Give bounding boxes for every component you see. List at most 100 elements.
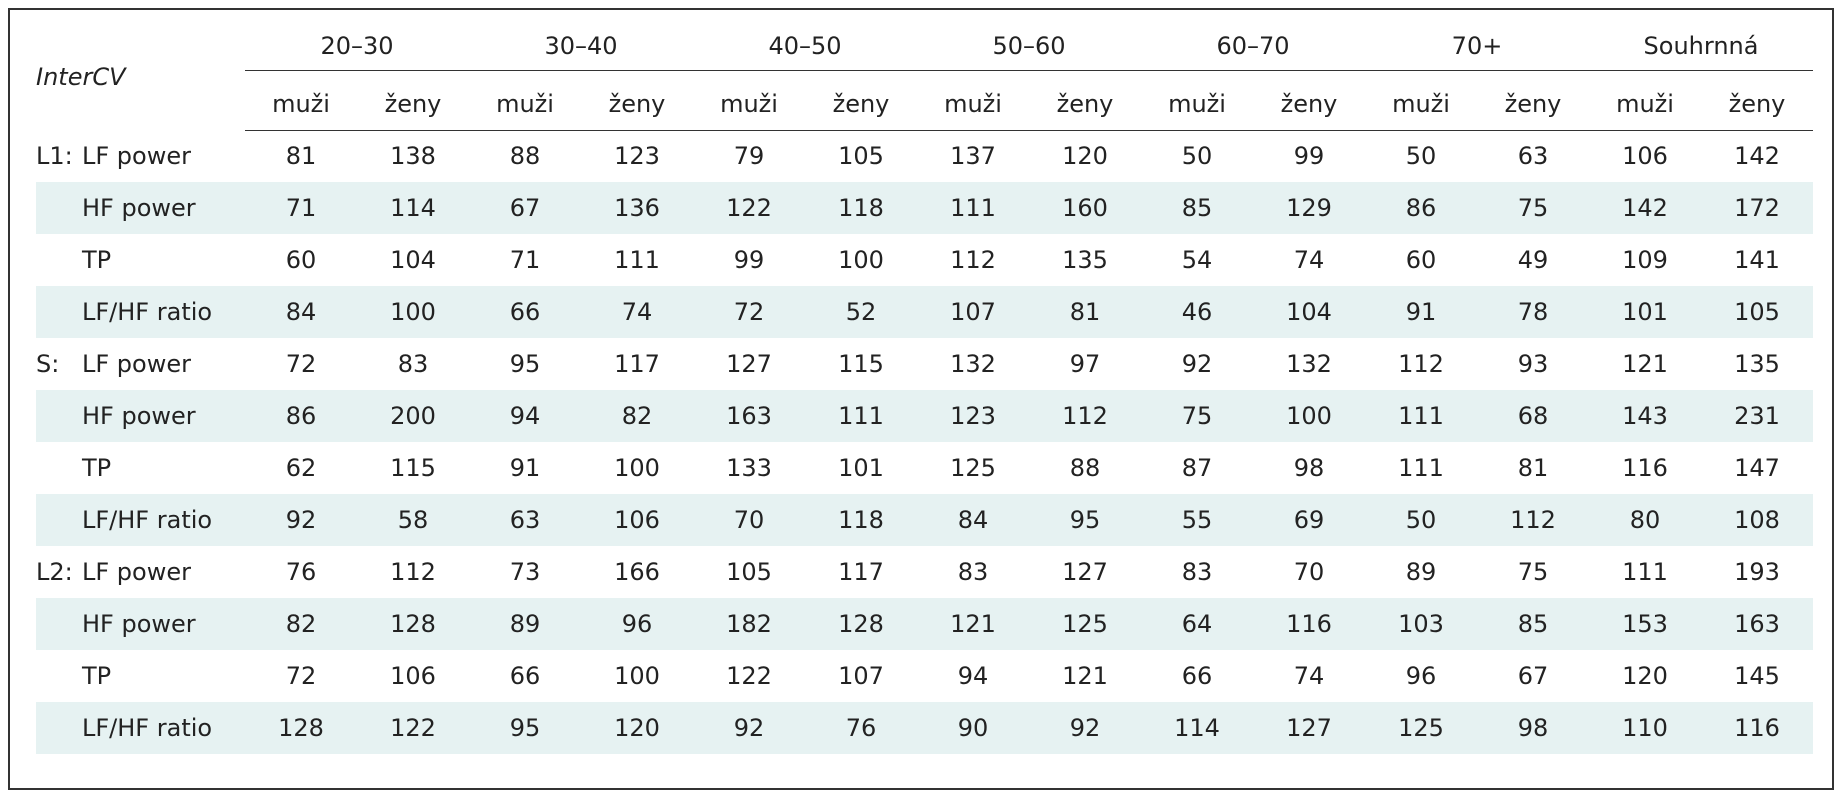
group-header: 70+ (1365, 24, 1589, 78)
group-label: 60–70 (1141, 32, 1365, 71)
cell: 94 (469, 390, 581, 442)
cell: 121 (1062, 662, 1108, 690)
metric-name: LF/HF ratio (82, 298, 213, 326)
cell: 123 (614, 142, 660, 171)
subheader: ženy (1029, 78, 1141, 131)
cell: 100 (614, 454, 660, 482)
subheader: muži (469, 78, 581, 131)
section-label: L2: (36, 558, 73, 586)
cell: 117 (614, 350, 660, 378)
table-row: HF power 82 128 89 96 182 128 121 125 64 116 103 85 1… (22, 598, 1813, 650)
cell: 104 (390, 246, 436, 274)
cell: 200 (357, 390, 469, 442)
subheader: muži (1141, 78, 1253, 131)
cell: 127 (1253, 702, 1365, 754)
cell: 135 (1734, 350, 1780, 378)
cell: 147 (1734, 454, 1780, 482)
cell: 128 (245, 702, 357, 754)
subheader-row: muži ženy muži ženy muži ženy muži ženy muži ženy… (22, 78, 1813, 131)
cell: 52 (805, 286, 917, 338)
cell: 90 (917, 702, 1029, 754)
cell: 120 (1622, 662, 1668, 690)
group-label: Souhrnná (1589, 32, 1813, 71)
cell: 88 (1069, 454, 1101, 482)
cell: 88 (509, 142, 541, 171)
cell: 62 (285, 454, 317, 482)
row-label: LF/HF ratio (22, 286, 245, 338)
metric-name: LF/HF ratio (82, 506, 213, 534)
cell: 145 (1734, 662, 1780, 690)
metric-name: LF power (82, 350, 191, 378)
cell: 100 (357, 286, 469, 338)
cell: 46 (1141, 286, 1253, 338)
subheader: ženy (1253, 78, 1365, 131)
cell: 121 (917, 598, 1029, 650)
cell: 74 (1293, 662, 1325, 690)
cell: 105 (1701, 286, 1813, 338)
cell: 99 (733, 246, 765, 274)
cell: 112 (390, 558, 436, 586)
cell: 128 (805, 598, 917, 650)
subheader: ženy (805, 78, 917, 131)
cell: 125 (1029, 598, 1141, 650)
row-label: HF power (22, 390, 245, 442)
cell: 172 (1701, 182, 1813, 234)
cell: 55 (1141, 494, 1253, 546)
cell: 120 (1062, 142, 1108, 171)
cell: 76 (805, 702, 917, 754)
cell: 132 (1286, 350, 1332, 378)
cell: 72 (693, 286, 805, 338)
metric-name: HF power (82, 194, 196, 222)
cell: 83 (397, 350, 429, 378)
cell: 163 (1701, 598, 1813, 650)
cell: 125 (950, 454, 996, 482)
cell: 67 (469, 182, 581, 234)
subheader: muži (245, 78, 357, 131)
cell: 83 (1181, 558, 1213, 586)
cell: 81 (1517, 454, 1549, 482)
data-table: InterCV 20–30 30–40 40–50 50–60 60–70 70+ Souh… (22, 24, 1813, 754)
row-label: S: LF power (22, 338, 245, 390)
metric-name: LF power (82, 142, 191, 170)
cell: 85 (1477, 598, 1589, 650)
subheader: ženy (581, 78, 693, 131)
cell: 50 (1365, 494, 1477, 546)
cell: 75 (1141, 390, 1253, 442)
cell: 123 (917, 390, 1029, 442)
cell: 120 (581, 702, 693, 754)
group-label: 20–30 (245, 32, 469, 71)
cell: 84 (917, 494, 1029, 546)
cell: 111 (1398, 454, 1444, 482)
row-label: LF/HF ratio (22, 702, 245, 754)
cell: 101 (1589, 286, 1701, 338)
cell: 111 (917, 182, 1029, 234)
cell: 95 (509, 350, 541, 378)
table-row: LF/HF ratio 84 100 66 74 72 52 107 81 46 104 91 78 10… (22, 286, 1813, 338)
cell: 106 (1622, 142, 1668, 171)
cell: 110 (1589, 702, 1701, 754)
table-row: L2: LF power 76 112 73 166 105 117 83 127 83 70 89 75… (22, 546, 1813, 598)
cell: 72 (285, 350, 317, 378)
cell: 96 (581, 598, 693, 650)
cell: 112 (1477, 494, 1589, 546)
cell: 118 (805, 182, 917, 234)
cell: 100 (838, 246, 884, 274)
row-label: HF power (22, 182, 245, 234)
cell: 81 (285, 142, 317, 171)
cell: 129 (1253, 182, 1365, 234)
cell: 112 (1029, 390, 1141, 442)
cell: 231 (1701, 390, 1813, 442)
row-label: TP (22, 442, 245, 494)
metric-name: TP (82, 662, 112, 690)
cell: 54 (1181, 246, 1213, 274)
cell: 136 (581, 182, 693, 234)
cell: 114 (1141, 702, 1253, 754)
cell: 75 (1517, 558, 1549, 586)
cell: 182 (693, 598, 805, 650)
table-row: HF power 71 114 67 136 122 118 111 160 85 129 86 75 1… (22, 182, 1813, 234)
row-label: HF power (22, 598, 245, 650)
cell: 86 (1365, 182, 1477, 234)
cell: 160 (1029, 182, 1141, 234)
cell: 116 (1253, 598, 1365, 650)
